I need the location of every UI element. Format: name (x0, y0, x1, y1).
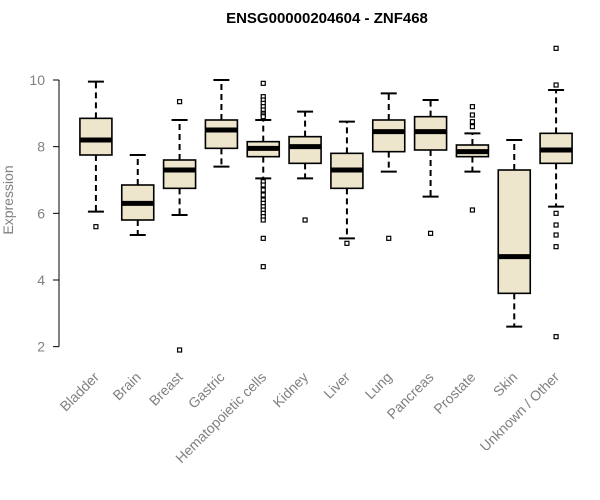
box-brain (120, 154, 155, 236)
y-tick-label: 10 (29, 72, 45, 88)
box-breast (162, 99, 197, 353)
outlier-point (386, 235, 392, 241)
x-tick-label-bladder: Bladder (57, 369, 103, 415)
outlier-point (553, 210, 559, 216)
outlier-point (553, 82, 559, 88)
x-tick-label-lung: Lung (362, 369, 395, 402)
x-tick-label-prostate: Prostate (430, 369, 478, 417)
outlier-point (553, 334, 559, 340)
y-tick-label: 8 (37, 139, 45, 155)
box-liver (330, 120, 364, 246)
outlier-point (260, 187, 266, 193)
outlier-point (260, 80, 266, 86)
outlier-point (469, 119, 476, 125)
box-iqr (371, 119, 406, 153)
outlier-point (260, 114, 266, 120)
y-tick-label: 2 (37, 339, 45, 355)
x-tick-label-brain: Brain (109, 369, 143, 403)
y-axis: 2 4 6 8 10 (29, 72, 60, 355)
outlier-point (260, 235, 266, 241)
outlier-point (302, 217, 308, 223)
outlier-point (469, 104, 476, 110)
outlier-point (553, 244, 559, 250)
outlier-point (260, 182, 266, 188)
x-tick-label-pancreas: Pancreas (384, 369, 437, 422)
x-tick-label-kidney: Kidney (270, 369, 312, 411)
box-hematopoietic-cells (246, 80, 281, 270)
outlier-point (260, 264, 266, 270)
y-tick-label: 4 (37, 272, 45, 288)
outlier-point (469, 112, 476, 118)
outlier-point (553, 232, 559, 238)
x-tick-label-liver: Liver (320, 369, 353, 402)
outlier-point (553, 45, 559, 51)
outlier-point (260, 217, 266, 223)
box-iqr (288, 135, 322, 165)
plot-area (79, 45, 573, 353)
outlier-point (176, 99, 183, 105)
box-prostate (455, 104, 490, 213)
box-lung (371, 92, 406, 241)
box-skin (497, 139, 532, 328)
x-tick-label-unknown-other: Unknown / Other (477, 369, 563, 455)
x-tick-label-skin: Skin (490, 369, 521, 400)
box-iqr (162, 159, 197, 190)
x-tick-label-breast: Breast (146, 369, 186, 409)
box-unknown-other (539, 45, 573, 340)
outlier-point (469, 124, 476, 130)
box-iqr (497, 169, 532, 295)
box-bladder (79, 80, 113, 230)
box-gastric (204, 79, 239, 168)
chart-title: ENSG00000204604 - ZNF468 (226, 10, 428, 27)
box-kidney (288, 110, 322, 223)
y-tick-label: 6 (37, 205, 45, 221)
box-iqr (79, 117, 113, 156)
outlier-point (344, 240, 350, 246)
outlier-point (427, 230, 434, 236)
box-pancreas (413, 99, 448, 236)
outlier-point (260, 192, 266, 198)
outlier-point (176, 347, 183, 353)
outlier-point (469, 207, 476, 213)
box-iqr (204, 119, 239, 150)
outlier-point (93, 224, 99, 230)
y-axis-label: Expression (0, 165, 16, 234)
outlier-point (553, 222, 559, 228)
